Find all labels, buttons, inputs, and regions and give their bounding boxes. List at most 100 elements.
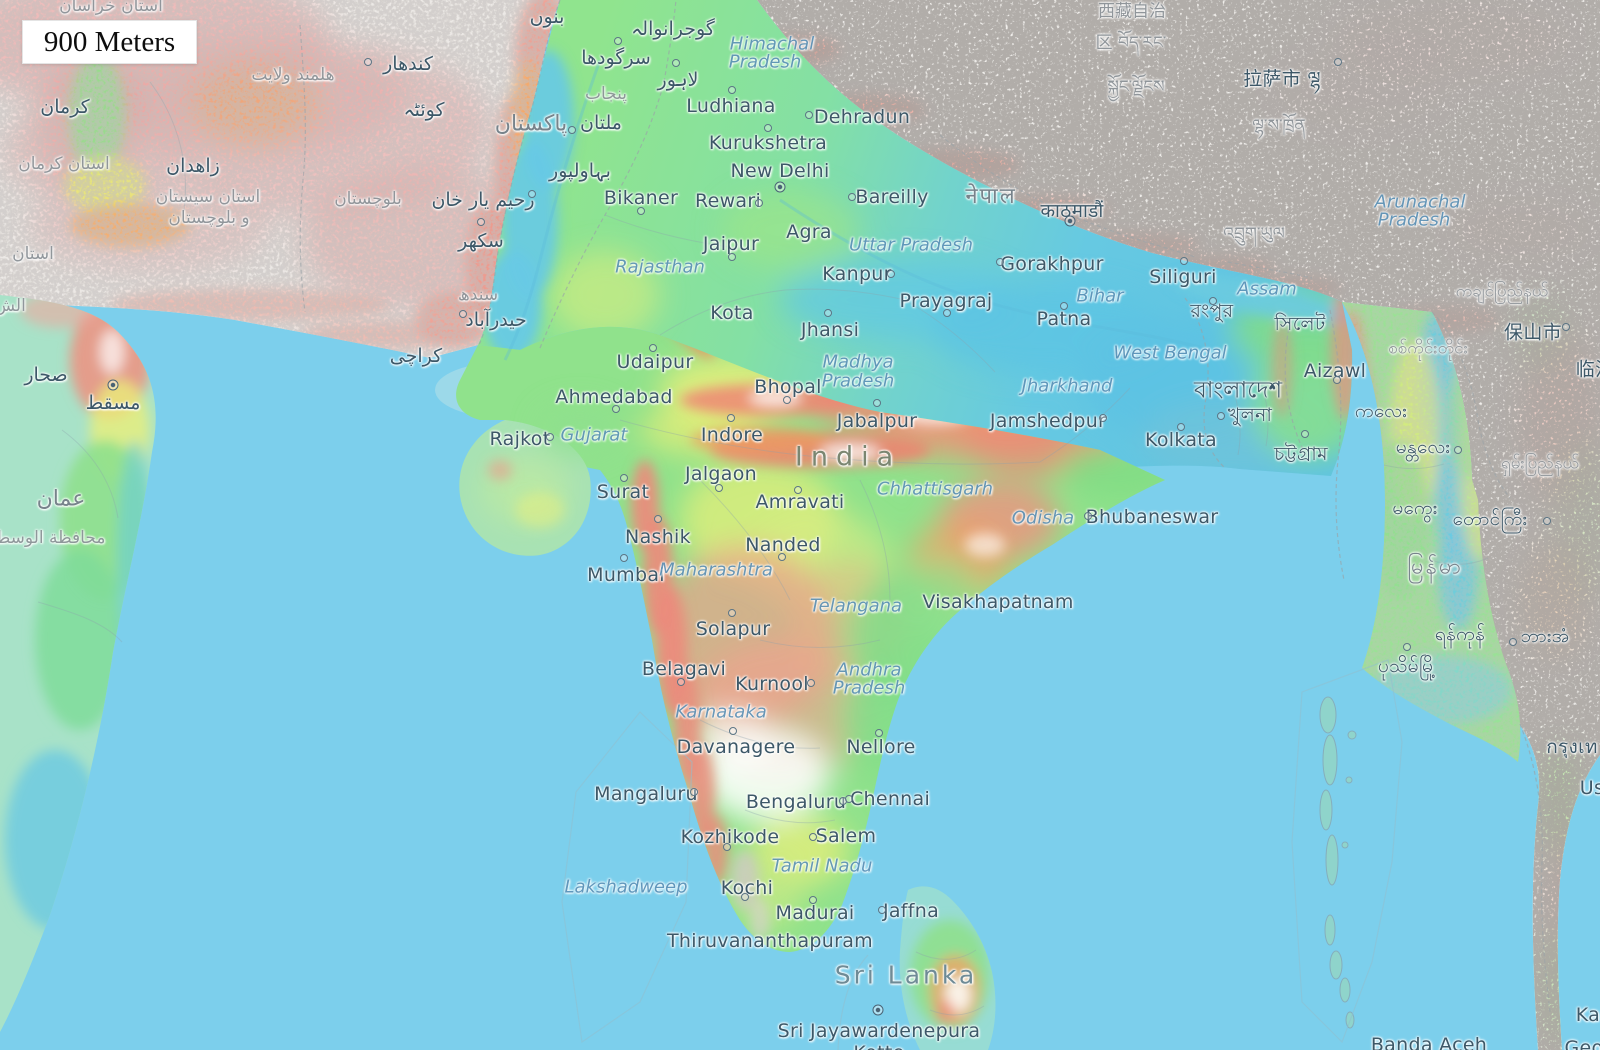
city-marker xyxy=(459,310,467,318)
city-label: Ahmedabad xyxy=(555,386,673,408)
region-label: محافظة الوسطى xyxy=(0,528,106,548)
city-label: Nashik xyxy=(625,526,691,548)
city-label: ပုသိမ်မြို့ xyxy=(1377,655,1437,677)
city-label: Prayagraj xyxy=(899,290,993,312)
city-label: Gorakhpur xyxy=(1000,253,1104,275)
city-label: Siliguri xyxy=(1149,266,1217,288)
city-marker xyxy=(848,193,856,201)
city-label: Kanpur xyxy=(822,263,892,285)
state-label: Pradesh xyxy=(832,677,906,699)
city-label: Amravati xyxy=(755,491,845,513)
state-borders xyxy=(37,81,1489,1016)
city-label: Patna xyxy=(1036,308,1092,330)
city-label: Sri Jayawardenepura xyxy=(777,1020,981,1042)
state-label: Karnataka xyxy=(675,701,767,723)
city-marker xyxy=(728,86,736,94)
city-marker xyxy=(809,833,817,841)
city-label: Kotte xyxy=(853,1042,904,1050)
city-label: မန္တလေး xyxy=(1395,436,1451,458)
region-label: پنجاب xyxy=(584,84,628,104)
city-marker xyxy=(807,679,815,687)
city-label: Nellore xyxy=(846,736,916,758)
country-borders xyxy=(299,0,1551,1013)
state-label: Tamil Nadu xyxy=(771,855,873,877)
city-label: Bhubaneswar xyxy=(1085,506,1219,528)
capital-marker xyxy=(774,181,786,193)
country-label: پاکستان xyxy=(494,111,568,137)
region-label: ལྷ་ས་ཁྲོན xyxy=(1252,116,1306,136)
city-label: Banda Aceh xyxy=(1370,1034,1488,1050)
state-label: Pradesh xyxy=(821,370,895,392)
city-label: काठमाडौं xyxy=(1040,200,1104,222)
region-label: استان خراسان xyxy=(59,0,163,16)
city-marker xyxy=(778,553,786,561)
city-label: ဘားအံ xyxy=(1520,625,1570,647)
city-marker xyxy=(614,37,622,45)
city-label: کرمان xyxy=(40,96,90,118)
city-label: Bareilly xyxy=(855,186,929,208)
city-label: Udaipur xyxy=(616,351,694,373)
state-label: Maharashtra xyxy=(659,559,773,581)
city-label: 拉萨市 ལྷ xyxy=(1243,68,1321,90)
capital-marker xyxy=(1064,215,1076,227)
region-label: ရှမ်းပြည်နယ် xyxy=(1500,453,1580,474)
city-label: Jaipur xyxy=(702,233,760,255)
region-label: འབྲུག་ཡུལ xyxy=(1223,224,1285,244)
city-label: সিলেট xyxy=(1274,313,1326,335)
city-marker xyxy=(654,515,662,523)
city-marker xyxy=(1180,257,1188,265)
country-label: India xyxy=(794,441,902,473)
country-label: বাংলাদেশ xyxy=(1193,377,1283,404)
city-label: سکھر xyxy=(458,230,504,252)
city-marker xyxy=(1209,297,1217,305)
city-marker xyxy=(546,433,554,441)
city-marker xyxy=(620,554,628,562)
city-label: بنوں xyxy=(529,6,565,28)
region-label: هلمند ولایت xyxy=(251,65,335,85)
city-label: Jalgaon xyxy=(685,463,757,485)
city-marker xyxy=(1177,423,1185,431)
city-marker xyxy=(764,124,772,132)
city-label: တောင်ကြီး xyxy=(1452,508,1528,530)
city-marker xyxy=(1543,517,1551,525)
city-marker xyxy=(805,111,813,119)
state-label: Uttar Pradesh xyxy=(848,234,974,256)
city-label: Jaffna xyxy=(882,900,940,922)
city-marker xyxy=(672,59,680,67)
region-label: استان xyxy=(12,244,54,264)
city-marker xyxy=(715,484,723,492)
city-label: 保山市 xyxy=(1504,321,1562,344)
city-marker xyxy=(729,727,737,735)
city-label: حیدرآباد xyxy=(465,309,527,331)
region-label: بلوچستان xyxy=(334,189,402,209)
city-marker xyxy=(612,405,620,413)
region-label: ကချင်ပြည်နယ် xyxy=(1455,281,1549,302)
city-marker xyxy=(637,207,645,215)
state-label: Pradesh xyxy=(728,51,802,73)
city-marker xyxy=(528,190,536,198)
city-label: Kota xyxy=(710,302,754,324)
city-label: Agra xyxy=(786,221,832,243)
city-label: Bikaner xyxy=(603,187,679,209)
city-label: Bhopal xyxy=(754,376,822,398)
city-marker xyxy=(943,309,951,317)
state-label: Himachal xyxy=(729,33,815,55)
city-label: مسقط xyxy=(85,392,141,414)
region-label: 区 བོད་རང་ xyxy=(1095,33,1167,53)
city-marker xyxy=(723,843,731,851)
city-label: Kar xyxy=(1575,1004,1600,1026)
city-label: Kurukshetra xyxy=(708,132,828,154)
elevation-legend-value: 900 Meters xyxy=(43,25,176,58)
city-label: کراچی xyxy=(389,345,443,367)
city-label: Chennai xyxy=(849,788,931,810)
city-label: Rajkot xyxy=(489,428,551,450)
city-marker xyxy=(741,893,749,901)
state-label: West Bengal xyxy=(1113,342,1227,364)
city-label: کندهار xyxy=(383,53,433,75)
city-label: Ludhiana xyxy=(686,95,776,117)
city-label: Jabalpur xyxy=(836,410,918,432)
city-marker xyxy=(1334,58,1342,66)
elevation-legend: 900 Meters xyxy=(22,20,197,64)
